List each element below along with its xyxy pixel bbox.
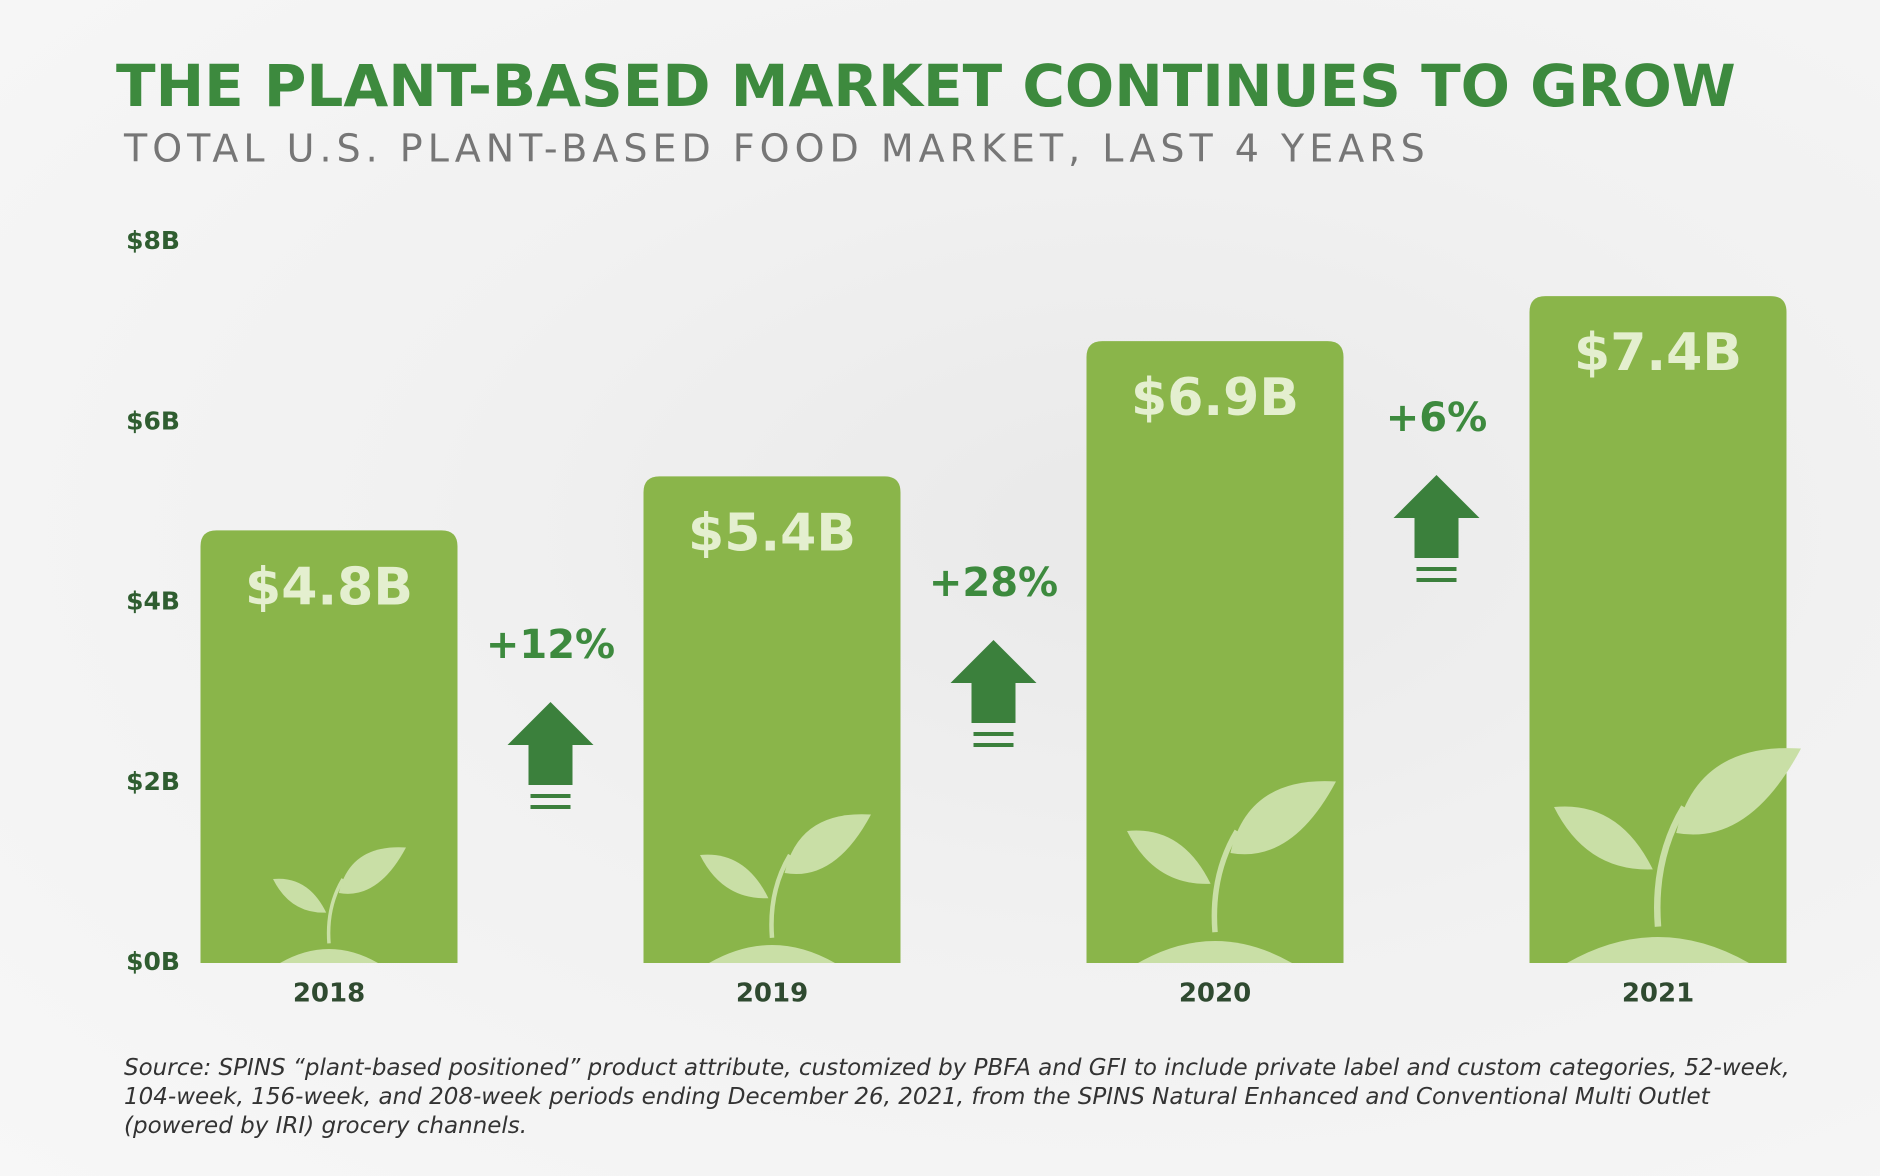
growth-arrow — [950, 640, 1037, 723]
x-tick-label: 2021 — [1622, 979, 1694, 1009]
x-tick-label: 2020 — [1179, 979, 1251, 1009]
x-tick-label: 2019 — [736, 979, 808, 1009]
sprout-leaf — [338, 847, 406, 894]
value-label: $6.9B — [1131, 368, 1299, 428]
sprout-mound — [280, 949, 378, 963]
value-label: $4.8B — [245, 557, 413, 617]
source-note: Source: SPINS “plant-based positioned” p… — [124, 1055, 1790, 1139]
sprout-stem — [769, 853, 792, 938]
y-tick-label: $6B — [126, 406, 180, 435]
sprout-stem — [326, 878, 345, 944]
arrow-line — [973, 743, 1014, 747]
sprout-leaf — [784, 814, 871, 875]
sprout-leaf — [1554, 806, 1653, 870]
sprout-mound — [1567, 937, 1749, 963]
growth-label: +12% — [486, 622, 615, 668]
growth-arrow — [1393, 475, 1480, 558]
sprout-leaf — [1676, 748, 1801, 835]
growth-arrow — [507, 702, 594, 785]
chart-title: THE PLANT-BASED MARKET CONTINUES TO GROW — [116, 52, 1736, 120]
sprout-stem — [1211, 829, 1240, 933]
arrow-line — [1416, 567, 1457, 571]
sprout-leaf — [1127, 830, 1211, 884]
growth-label: +28% — [929, 560, 1058, 606]
sprout-mound — [709, 945, 835, 963]
growth-label: +6% — [1386, 395, 1487, 441]
arrow-line — [973, 732, 1014, 736]
x-tick-label: 2018 — [293, 979, 365, 1009]
value-label: $5.4B — [688, 503, 856, 563]
chart-subtitle: TOTAL U.S. PLANT-BASED FOOD MARKET, LAST… — [123, 127, 1430, 171]
arrow-line — [530, 794, 571, 798]
bar — [1529, 296, 1787, 963]
y-tick-label: $4B — [126, 587, 180, 616]
y-tick-label: $2B — [126, 767, 180, 796]
arrow-line — [530, 805, 571, 809]
sprout-leaf — [1230, 781, 1336, 855]
y-tick-label: $0B — [126, 947, 180, 976]
bar — [1086, 341, 1344, 963]
y-tick-label: $8B — [126, 226, 180, 255]
sprout-mound — [1138, 941, 1292, 963]
value-label: $7.4B — [1574, 323, 1742, 383]
sprout-leaf — [700, 854, 769, 899]
sprout-stem — [1654, 805, 1687, 927]
arrow-line — [1416, 578, 1457, 582]
sprout-leaf — [273, 878, 327, 913]
